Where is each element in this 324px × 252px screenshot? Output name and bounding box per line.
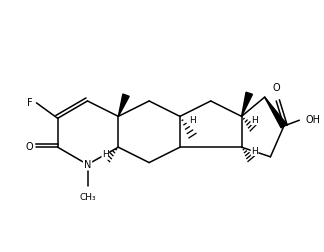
Text: H: H (190, 116, 196, 125)
Text: CH₃: CH₃ (79, 193, 96, 202)
Text: O: O (272, 83, 280, 93)
Polygon shape (118, 94, 129, 116)
Text: H: H (102, 150, 109, 159)
Text: N: N (84, 160, 91, 170)
Text: F: F (27, 98, 33, 108)
Text: H: H (251, 116, 258, 125)
Text: H: H (251, 146, 258, 155)
Text: O: O (25, 142, 33, 152)
Text: OH: OH (305, 115, 320, 125)
Polygon shape (242, 92, 252, 116)
Polygon shape (265, 97, 287, 128)
